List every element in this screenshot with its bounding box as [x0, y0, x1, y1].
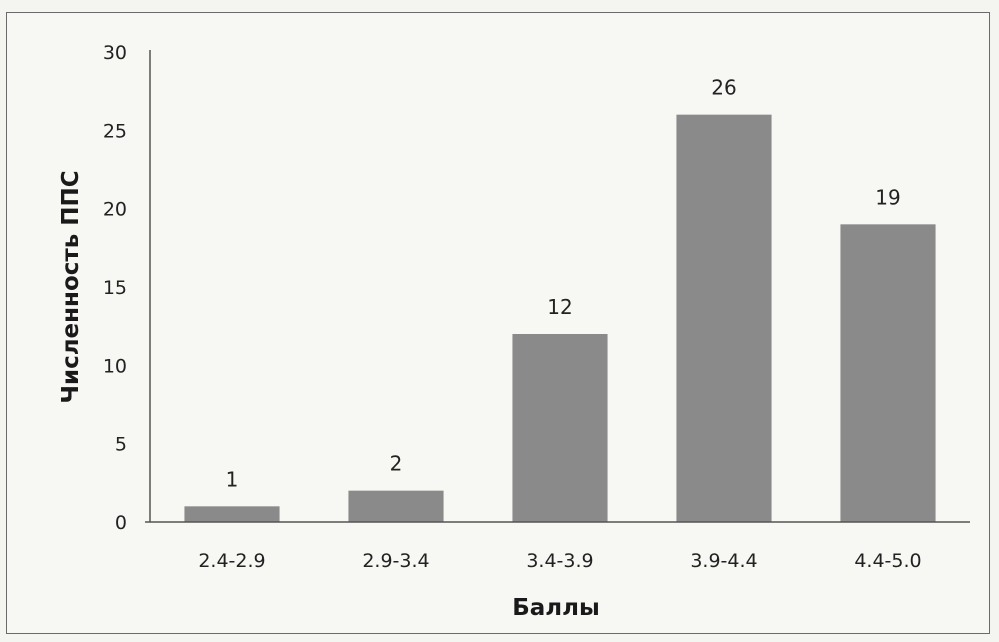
- bar: [348, 490, 444, 522]
- bar: [676, 114, 772, 523]
- bar-data-label: 26: [711, 76, 736, 100]
- bar-data-label: 12: [547, 295, 572, 319]
- y-tick-label: 20: [103, 199, 127, 221]
- bar: [840, 224, 936, 523]
- y-tick-label: 10: [103, 355, 127, 377]
- y-tick-label: 0: [115, 512, 127, 534]
- y-tick-label: 5: [115, 434, 127, 456]
- x-axis-title: Баллы: [512, 595, 600, 621]
- y-tick-label: 25: [103, 120, 127, 142]
- x-axis-ticks: 2.4-2.9 2.9-3.4 3.4-3.9 3.9-4.4 4.4-5.0: [198, 550, 921, 572]
- bar-data-label: 19: [875, 185, 900, 209]
- x-tick-label: 4.4-5.0: [854, 550, 921, 572]
- chart-frame: [6, 12, 990, 634]
- bar-data-label: 1: [226, 467, 239, 491]
- bar: [512, 334, 608, 522]
- y-axis-ticks: 0 5 10 15 20 25 30: [103, 42, 127, 534]
- bar-data-label: 2: [390, 452, 403, 476]
- x-tick-label: 2.9-3.4: [362, 550, 429, 572]
- y-axis-title: Численность ППС: [58, 170, 84, 403]
- bar: [184, 506, 280, 522]
- y-tick-label: 15: [103, 277, 127, 299]
- x-tick-label: 3.9-4.4: [690, 550, 757, 572]
- bars: [184, 114, 936, 523]
- y-tick-label: 30: [103, 42, 127, 64]
- x-tick-label: 2.4-2.9: [198, 550, 265, 572]
- x-tick-label: 3.4-3.9: [526, 550, 593, 572]
